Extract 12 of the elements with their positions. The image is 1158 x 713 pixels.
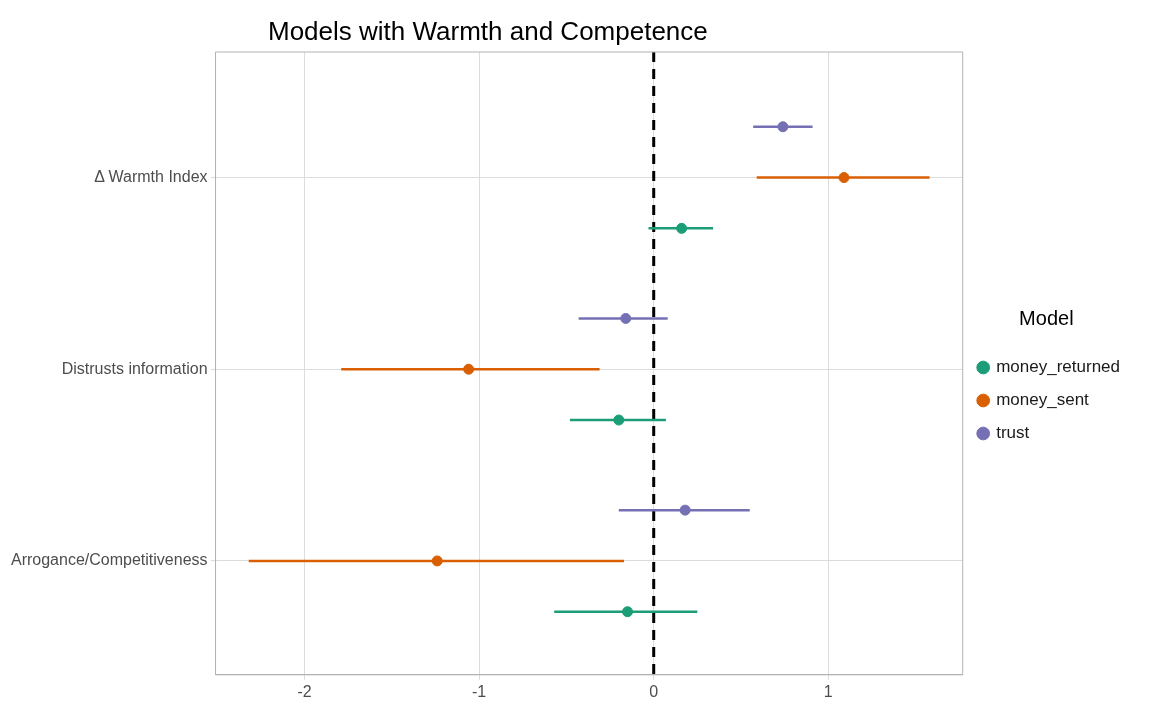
legend-title: Model bbox=[1019, 306, 1074, 329]
y-tick-label: Arrogance/Competitiveness bbox=[10, 551, 208, 569]
x-tick-label: 0 bbox=[649, 682, 659, 700]
legend-label: trust bbox=[996, 423, 1030, 443]
x-tick-label: -2 bbox=[297, 682, 312, 700]
chart-title: Models with Warmth and Competence bbox=[268, 16, 708, 47]
legend-label: money_sent bbox=[996, 390, 1090, 410]
y-tick-label: Δ Warmth Index bbox=[94, 167, 208, 185]
y-tick-label: Distrusts information bbox=[61, 359, 208, 377]
x-tick-label: 1 bbox=[823, 682, 833, 700]
x-tick-label: -1 bbox=[472, 682, 487, 700]
legend-label: money_returned bbox=[996, 357, 1121, 377]
